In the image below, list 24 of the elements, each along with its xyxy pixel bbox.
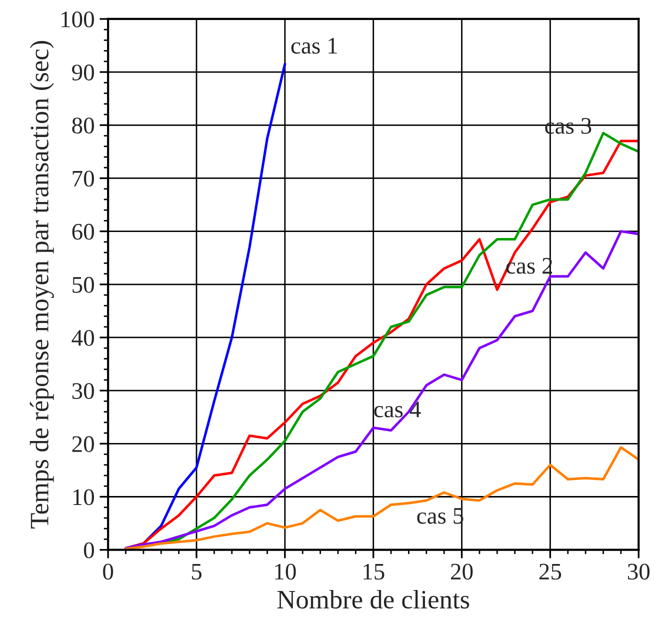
y-tick-label: 0 [84, 542, 94, 558]
x-tick-label: 5 [192, 564, 202, 580]
x-tick-label: 15 [364, 564, 384, 580]
line-series [124, 446, 639, 550]
y-tick-label: 50 [72, 276, 94, 293]
x-tick-label: 30 [628, 564, 650, 580]
line-series [124, 230, 639, 550]
y-tick-label: 10 [73, 489, 94, 506]
y-tick-label: 20 [72, 436, 94, 452]
x-tick-label: 25 [539, 564, 562, 580]
y-tick-label: 30 [72, 383, 94, 399]
y-tick-label: 90 [72, 64, 94, 80]
y-axis-title: Temps de réponse moyen par transaction (sec) [30, 41, 54, 528]
x-tick-label: 10 [275, 564, 296, 580]
series-label: cas 1 [291, 38, 337, 54]
x-axis-title: Nombre de clients [277, 590, 470, 609]
x-tick-label: 20 [451, 564, 473, 580]
y-tick-label: 80 [72, 118, 94, 134]
y-tick-label: 60 [72, 224, 94, 240]
y-tick-label: 40 [72, 330, 94, 346]
x-tick-label: 0 [103, 564, 114, 580]
y-tick-label: 70 [72, 170, 94, 187]
series-label: cas 4 [374, 402, 421, 418]
y-tick-label: 100 [62, 11, 94, 28]
